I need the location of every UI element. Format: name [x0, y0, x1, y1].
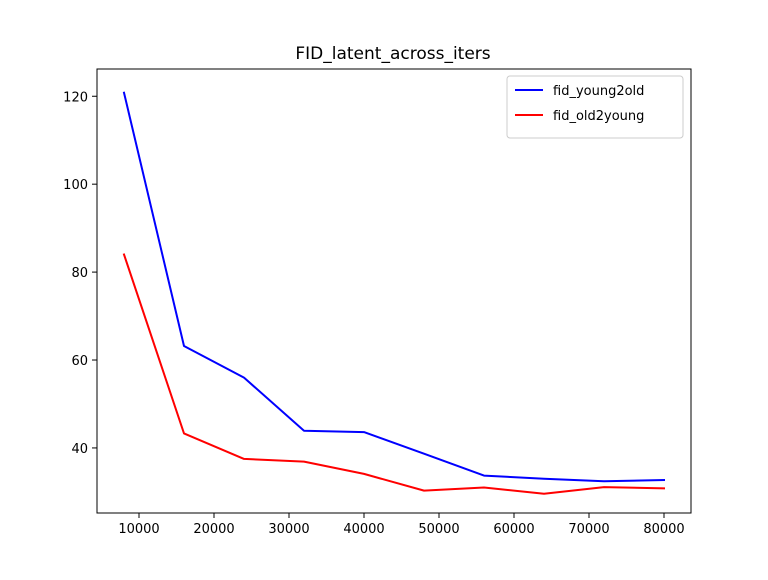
y-axis: 40 60 80 100 120: [63, 90, 97, 457]
x-tick-label: 10000: [118, 522, 159, 537]
legend-box: [506, 75, 684, 139]
y-tick-label: 80: [71, 266, 88, 281]
legend: fid_young2old fid_old2young: [506, 75, 684, 139]
y-tick-label: 100: [63, 178, 88, 193]
x-tick-label: 80000: [643, 522, 684, 537]
legend-label: fid_old2young: [553, 109, 644, 124]
x-tick-label: 70000: [568, 522, 609, 537]
series-line-fid_young2old: [122, 91, 666, 483]
x-tick-label: 50000: [418, 522, 459, 537]
legend-label: fid_young2old: [553, 84, 644, 99]
y-tick-label: 40: [71, 442, 88, 457]
y-tick-label: 120: [63, 90, 88, 105]
x-tick-label: 20000: [193, 522, 234, 537]
x-tick-label: 40000: [343, 522, 384, 537]
series-layer: [122, 91, 666, 495]
plot-frame: [96, 68, 692, 514]
x-tick-label: 60000: [493, 522, 534, 537]
y-tick-label: 60: [71, 354, 88, 369]
series-line-fid_old2young: [122, 253, 666, 495]
x-tick-label: 30000: [268, 522, 309, 537]
x-axis: 10000 20000 30000 40000 50000 60000 70000 80000: [118, 513, 685, 537]
chart-title: FID_latent_across_iters: [295, 44, 490, 64]
